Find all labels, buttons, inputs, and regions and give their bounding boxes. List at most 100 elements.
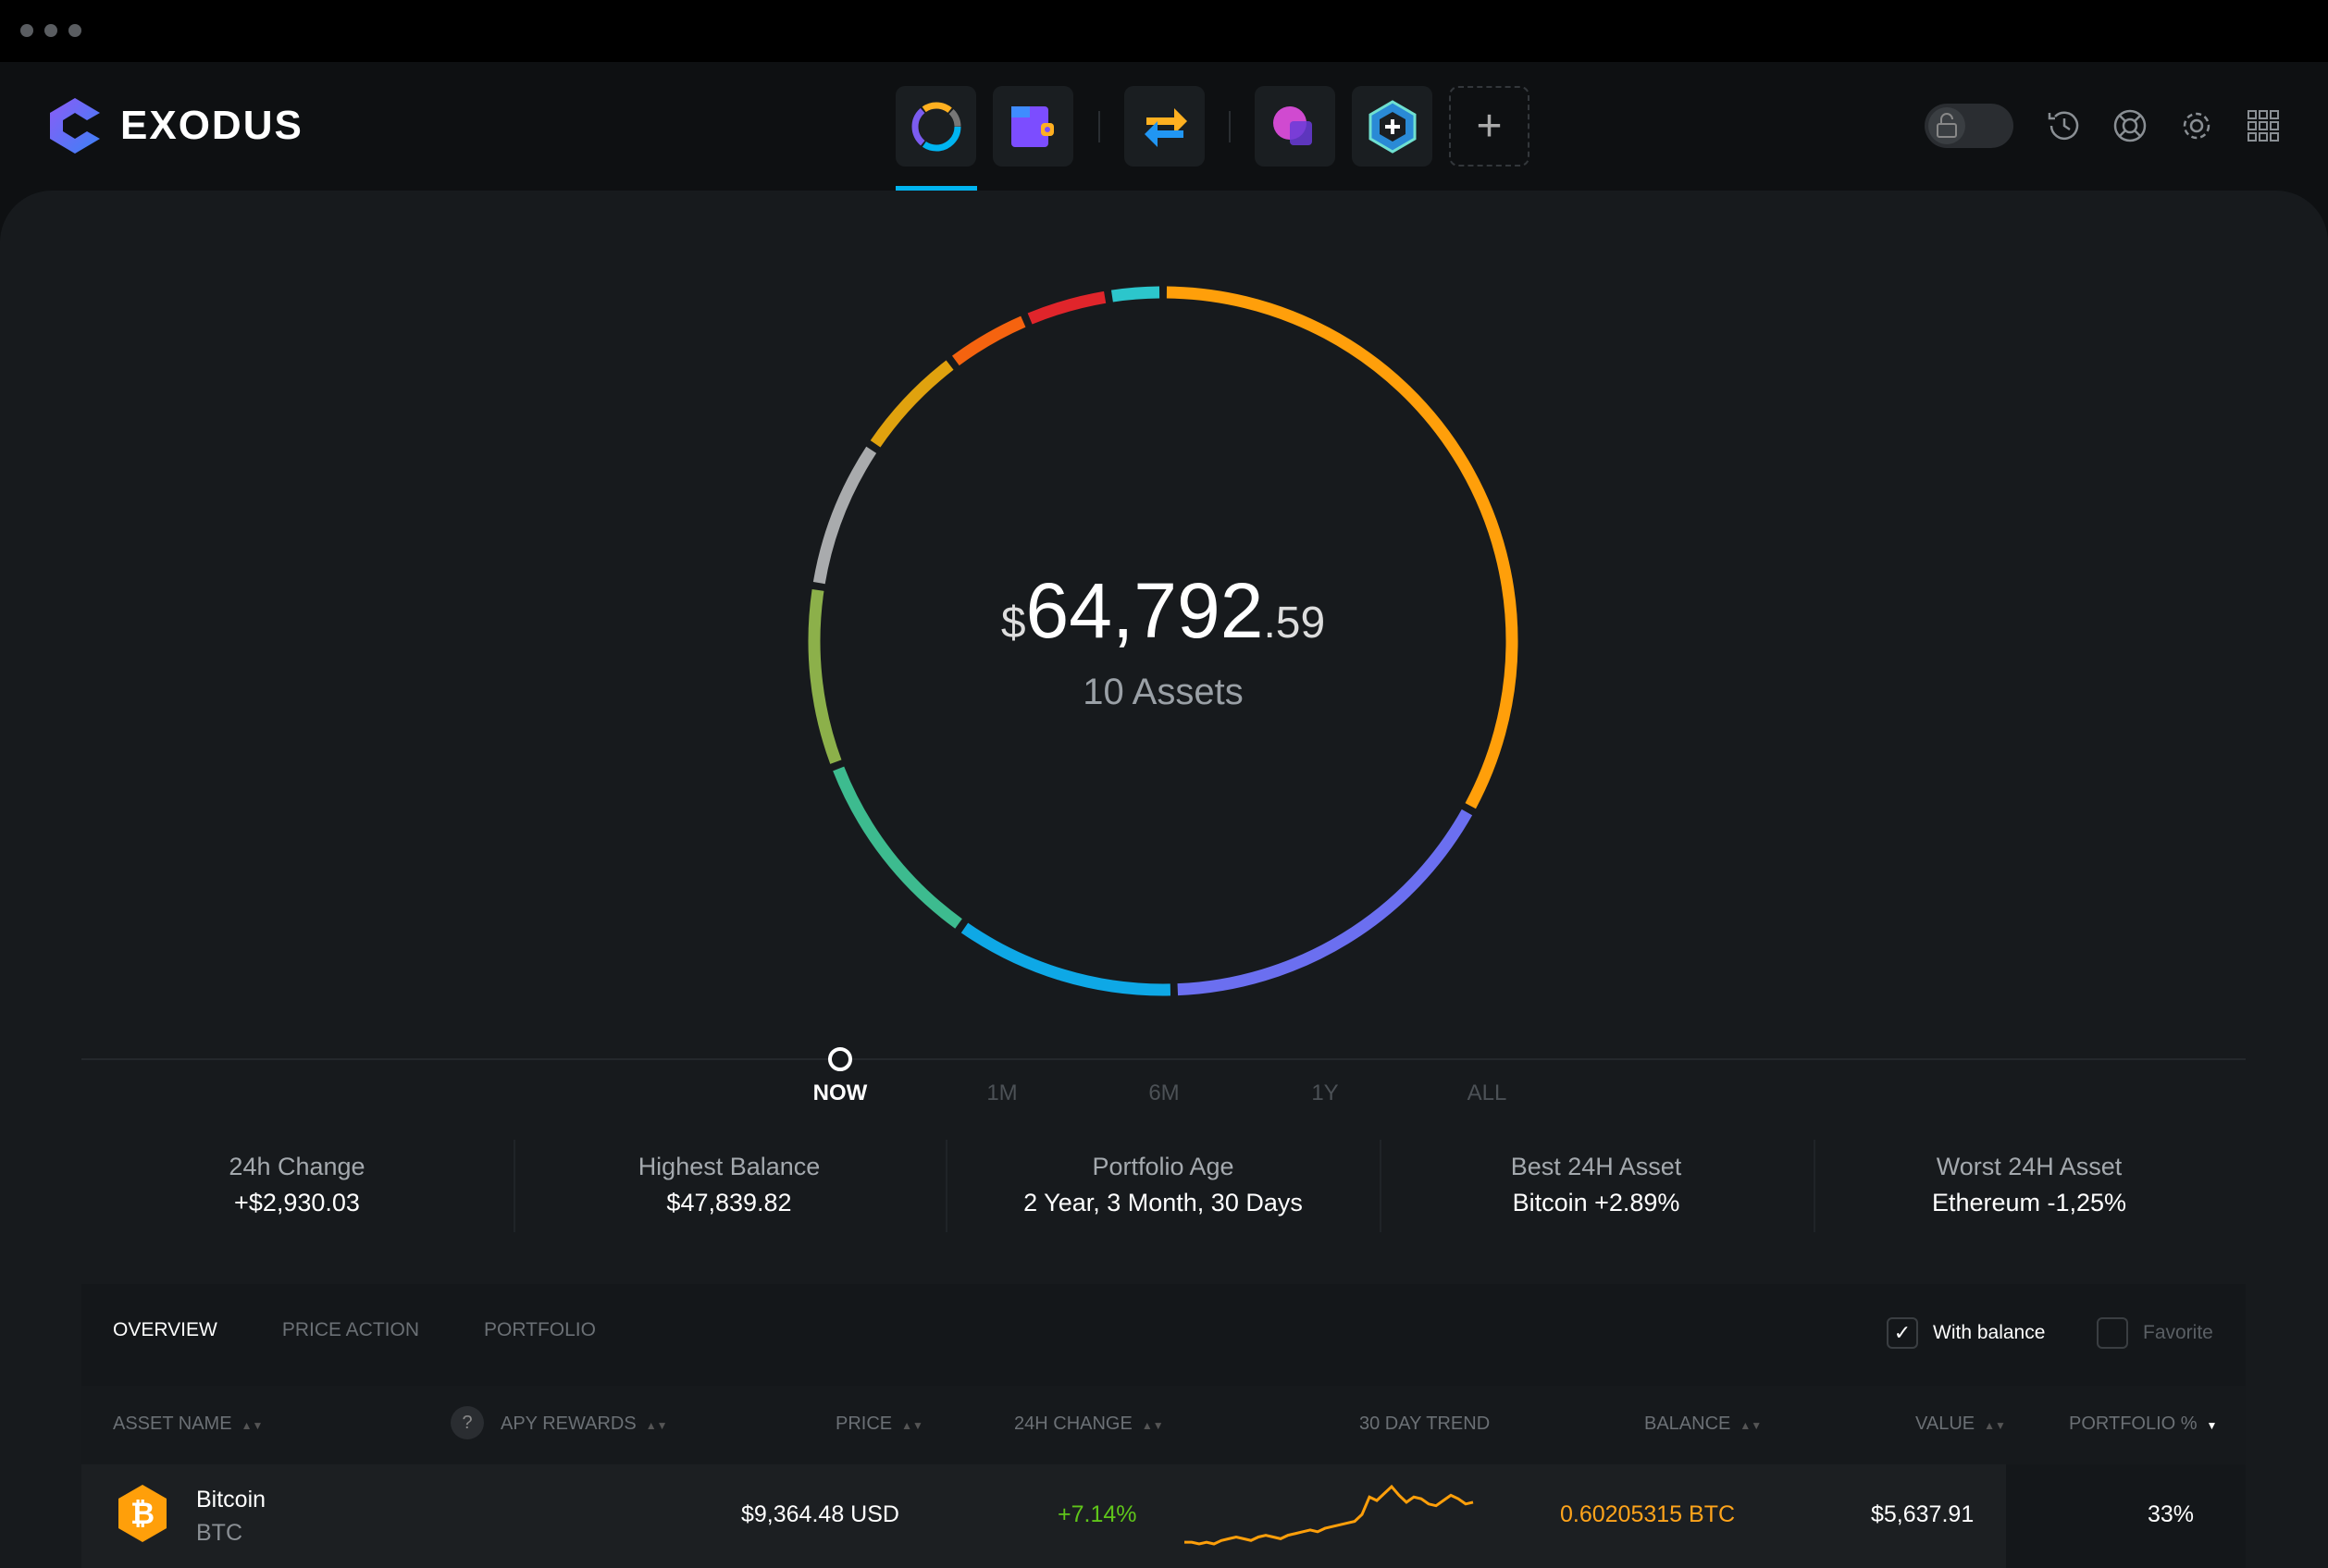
nav-web3-button[interactable]	[1255, 86, 1335, 167]
nav-divider	[1229, 111, 1231, 142]
col-balance[interactable]: BALANCE ▲▼	[1644, 1414, 1763, 1434]
col-30-day-trend: 30 DAY TREND	[1359, 1414, 1491, 1434]
stat-value: 2 Year, 3 Month, 30 Days	[1023, 1189, 1303, 1216]
stat-divider	[514, 1140, 515, 1232]
sort-icon: ▲▼	[1984, 1419, 2006, 1432]
range-1y[interactable]: 1Y	[1311, 1080, 1339, 1105]
stat-label: Worst 24H Asset	[1936, 1153, 2123, 1180]
window-minimize-button[interactable]	[44, 24, 57, 37]
window-close-button[interactable]	[20, 24, 33, 37]
favorite-label: Favorite	[2143, 1322, 2213, 1343]
stat-value: +$2,930.03	[234, 1189, 360, 1216]
stat-value: $47,839.82	[666, 1189, 792, 1216]
range-now[interactable]: NOW	[812, 1080, 868, 1105]
checkmark-icon: ✓	[1887, 1317, 1918, 1349]
donut-segment-9[interactable]	[1110, 286, 1160, 302]
timeline-track	[81, 1058, 2246, 1060]
col-portfolio-percent[interactable]: PORTFOLIO % ▼	[2069, 1414, 2218, 1434]
lock-icon	[1928, 107, 1965, 144]
nav-portfolio-button[interactable]	[896, 86, 976, 167]
sort-icon: ▲▼	[241, 1419, 264, 1432]
stat-label: Highest Balance	[638, 1153, 821, 1180]
stat-divider	[946, 1140, 947, 1232]
donut-segment-4[interactable]	[808, 588, 842, 764]
nav-add-button[interactable]: +	[1449, 86, 1529, 167]
stat-label: Best 24H Asset	[1510, 1153, 1682, 1180]
range-6m[interactable]: 6M	[1148, 1080, 1180, 1105]
table-header: ASSET NAME ▲▼ ? APY REWARDS ▲▼ PRICE ▲▼ 24H…	[81, 1386, 2246, 1464]
with-balance-label: With balance	[1933, 1322, 2046, 1343]
col-price[interactable]: PRICE ▲▼	[836, 1414, 923, 1434]
nav-wallet-button[interactable]	[993, 86, 1073, 167]
empty-checkbox-icon	[2097, 1317, 2128, 1349]
sparkline-path	[1184, 1484, 1474, 1546]
tab-price-action[interactable]: PRICE ACTION	[281, 1319, 420, 1340]
total-cents: .59	[1263, 599, 1326, 648]
donut-segment-6[interactable]	[870, 360, 954, 448]
asset-24h-change: +7.14%	[1058, 1501, 1137, 1527]
bitcoin-icon: ₿	[118, 1485, 167, 1542]
table-tabs: OVERVIEW PRICE ACTION PORTFOLIO	[113, 1319, 596, 1341]
stat-highest-balance: Highest Balance $47,839.82	[526, 1153, 933, 1217]
plus-icon: +	[1476, 101, 1503, 151]
currency-symbol: $	[1000, 599, 1026, 648]
stat-value: Ethereum -1,25%	[1931, 1189, 2127, 1216]
sort-desc-icon: ▼	[2206, 1419, 2218, 1432]
timeline-handle[interactable]	[828, 1047, 852, 1071]
sort-icon: ▲▼	[1740, 1419, 1763, 1432]
col-24h-change[interactable]: 24H CHANGE ▲▼	[1014, 1414, 1164, 1434]
window-titlebar	[0, 0, 2328, 62]
stat-divider	[1380, 1140, 1381, 1232]
col-value[interactable]: VALUE ▲▼	[1915, 1414, 2006, 1434]
donut-segment-0[interactable]	[1166, 286, 1518, 809]
apps-grid-icon[interactable]	[2243, 105, 2284, 146]
donut-segment-2[interactable]	[960, 922, 1171, 996]
asset-ticker: BTC	[196, 1520, 242, 1546]
with-balance-checkbox[interactable]: ✓ With balance	[1887, 1317, 2045, 1349]
stat-best-asset: Best 24H Asset Bitcoin +2.89%	[1393, 1153, 1800, 1217]
tab-portfolio[interactable]: PORTFOLIO	[484, 1319, 596, 1340]
sort-icon: ▲▼	[1141, 1419, 1164, 1432]
donut-segment-3[interactable]	[833, 766, 962, 929]
web3-bubble-icon	[1272, 105, 1312, 145]
asset-portfolio-percent: 33%	[2148, 1501, 2195, 1527]
total-whole: 64,792	[1025, 567, 1264, 654]
svg-text:₿: ₿	[130, 1496, 155, 1531]
help-icon[interactable]: ?	[451, 1406, 484, 1439]
nav-divider	[1098, 111, 1100, 142]
col-apy-rewards[interactable]: APY REWARDS ▲▼	[501, 1414, 668, 1434]
support-lifebuoy-icon[interactable]	[2110, 105, 2150, 146]
assets-table: OVERVIEW PRICE ACTION PORTFOLIO ✓ With ba…	[81, 1284, 2246, 1568]
stat-worst-asset: Worst 24H Asset Ethereum -1,25%	[1826, 1153, 2233, 1217]
range-1m[interactable]: 1M	[986, 1080, 1018, 1105]
tab-overview[interactable]: OVERVIEW	[113, 1319, 217, 1340]
portfolio-ring-icon	[911, 102, 960, 151]
stat-value: Bitcoin +2.89%	[1512, 1189, 1680, 1216]
col-asset-name[interactable]: ASSET NAME ▲▼	[113, 1414, 264, 1434]
nav-apps-button[interactable]	[1352, 86, 1432, 167]
app-logo: EXODUS	[46, 96, 303, 155]
history-icon[interactable]	[2044, 105, 2085, 146]
table-row[interactable]: ₿ Bitcoin BTC $9,364.48 USD +7.14% 0.602…	[81, 1464, 2006, 1568]
settings-gear-icon[interactable]	[2176, 105, 2217, 146]
portfolio-donut-chart	[808, 286, 1518, 996]
sort-icon: ▲▼	[645, 1419, 668, 1432]
lock-toggle[interactable]	[1925, 104, 2013, 148]
donut-segment-8[interactable]	[1027, 290, 1107, 325]
nav-exchange-button[interactable]	[1124, 86, 1205, 167]
exodus-logo-icon	[50, 98, 100, 154]
donut-segment-1[interactable]	[1177, 809, 1473, 996]
range-all[interactable]: ALL	[1467, 1080, 1507, 1105]
stat-divider	[1814, 1140, 1815, 1232]
asset-value: $5,637.91	[1871, 1501, 1975, 1527]
donut-segment-7[interactable]	[951, 315, 1026, 366]
portfolio-total: $64,792.59	[793, 566, 1533, 656]
stat-portfolio-age: Portfolio Age 2 Year, 3 Month, 30 Days	[960, 1153, 1367, 1217]
nav-active-indicator	[896, 186, 977, 191]
favorite-checkbox[interactable]: Favorite	[2097, 1317, 2213, 1349]
donut-segment-5[interactable]	[812, 446, 877, 585]
app-name: EXODUS	[120, 103, 303, 148]
stat-label: Portfolio Age	[1092, 1153, 1234, 1180]
wallet-icon	[1010, 105, 1054, 147]
window-maximize-button[interactable]	[68, 24, 81, 37]
